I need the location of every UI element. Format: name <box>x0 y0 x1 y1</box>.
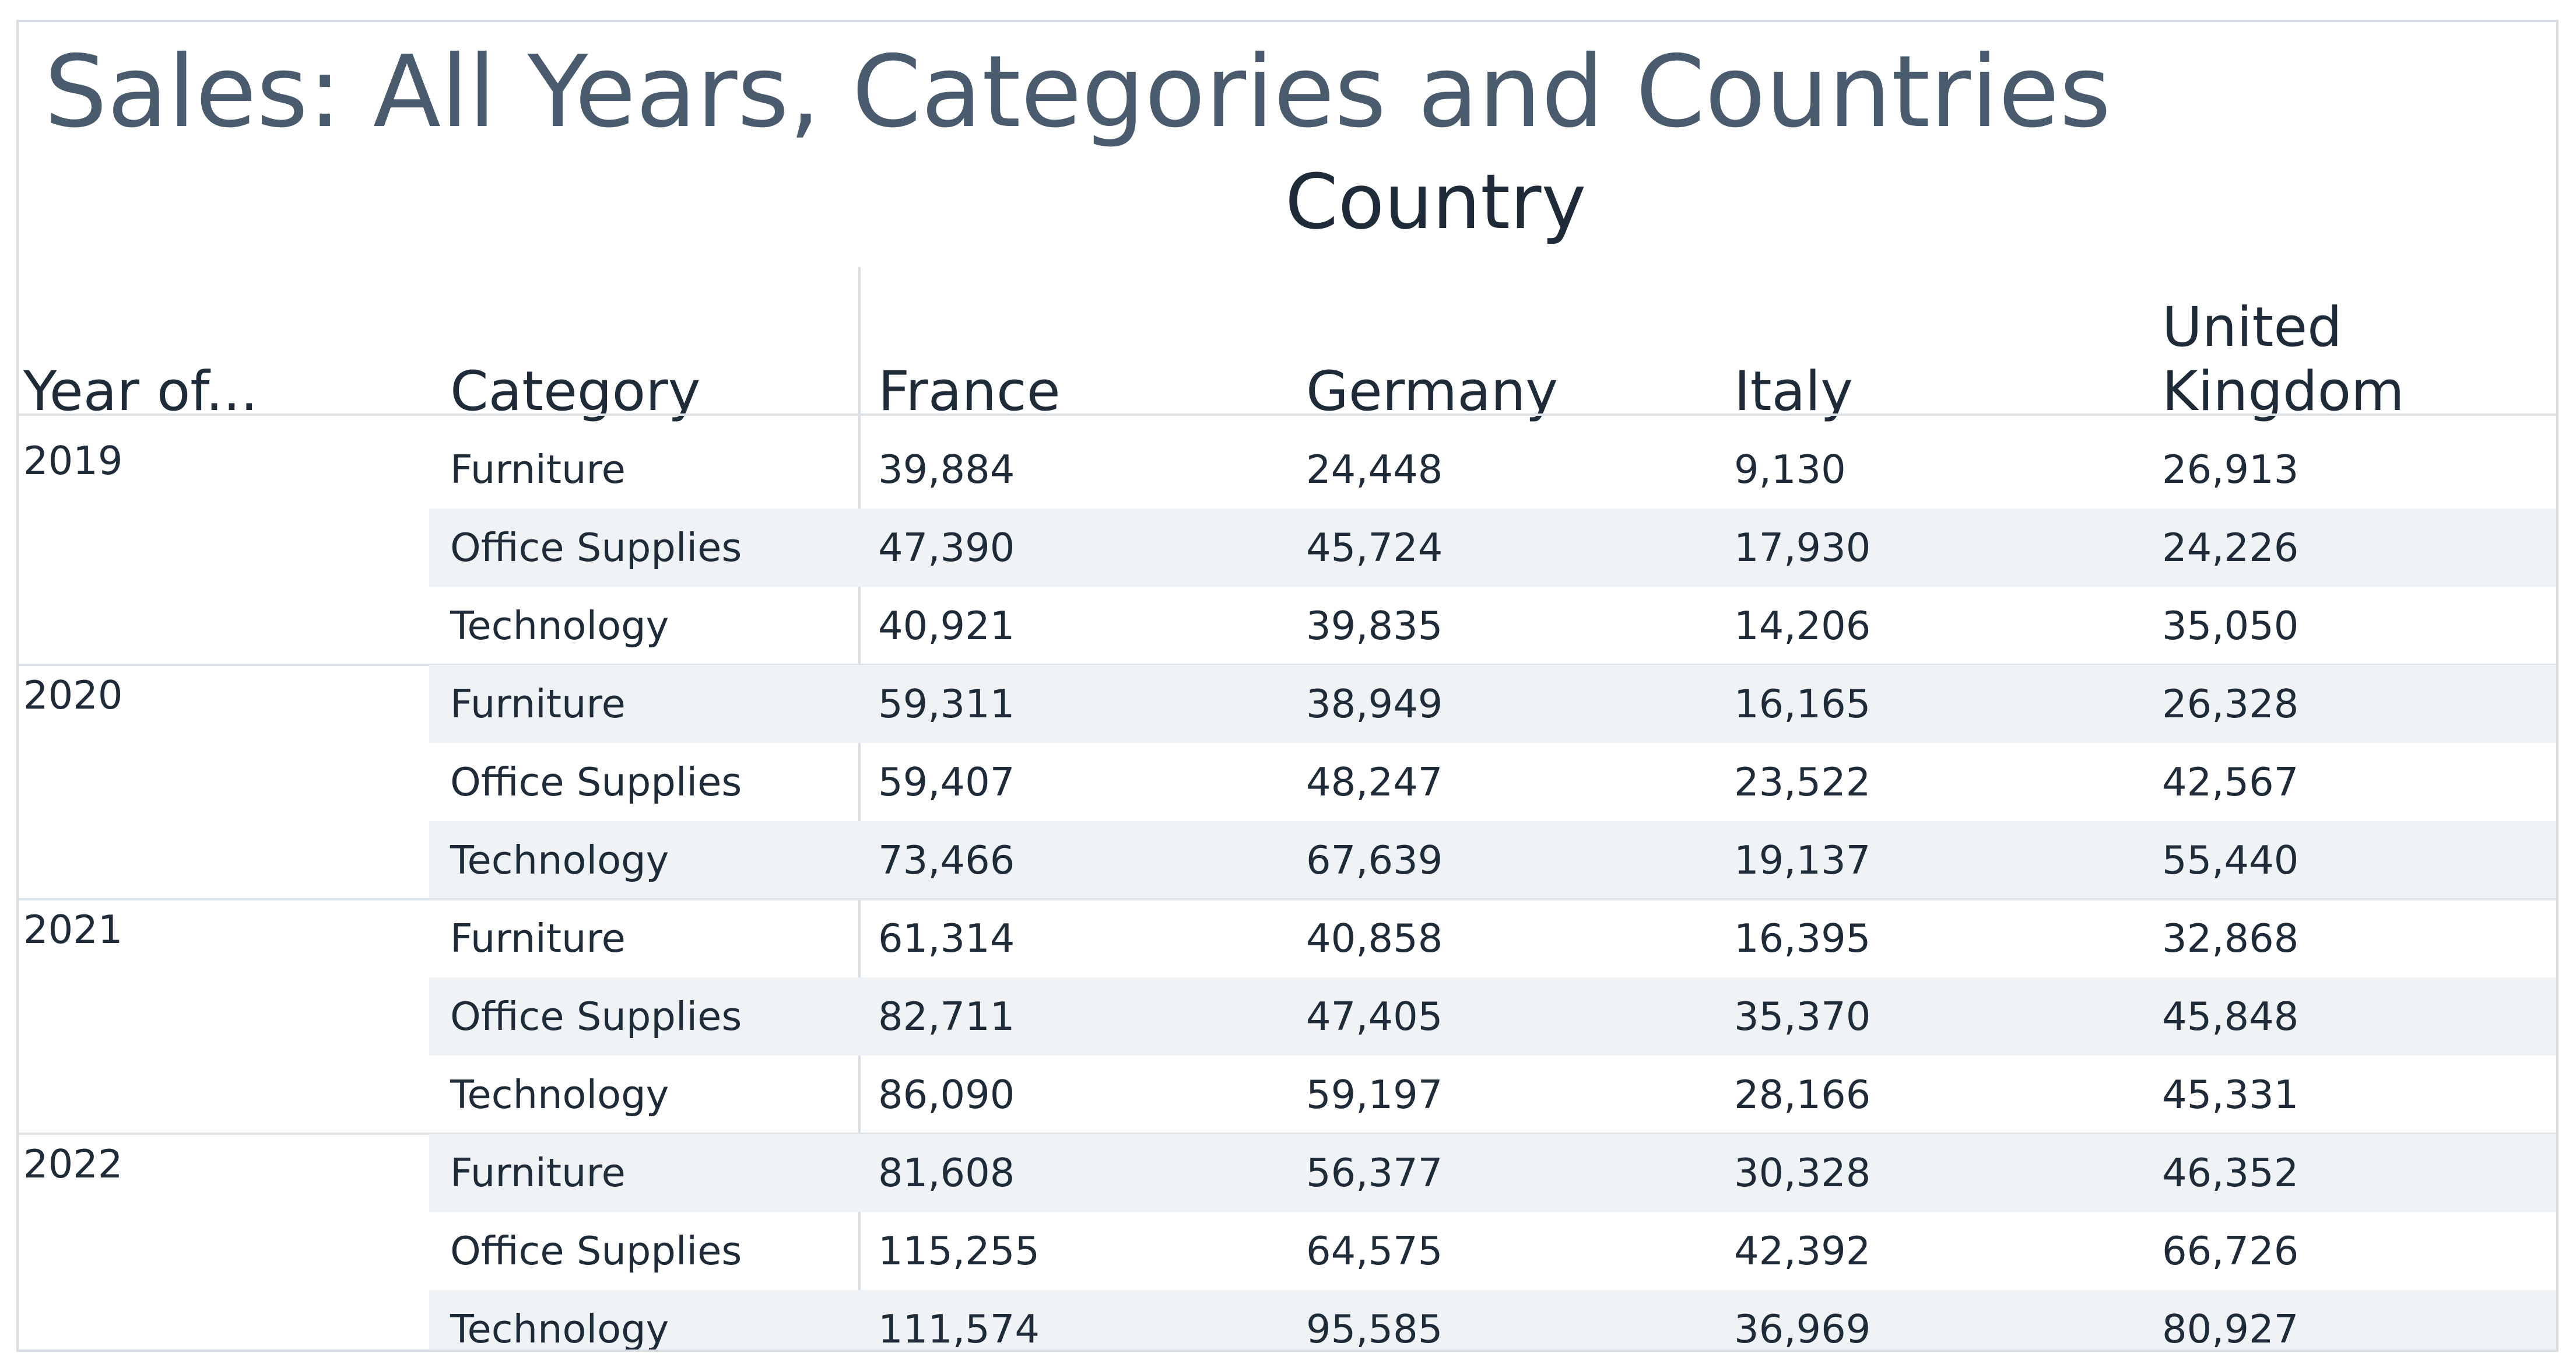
value-cell: 47,390 <box>878 525 1015 570</box>
value-cell: 16,395 <box>1734 916 1871 961</box>
value-cell: 24,448 <box>1306 447 1443 492</box>
year-label: 2021 <box>23 907 123 952</box>
category-cell: Technology <box>450 603 669 649</box>
value-cell: 59,407 <box>878 759 1015 805</box>
value-cell: 111,574 <box>878 1306 1040 1352</box>
category-cell: Furniture <box>450 681 626 727</box>
value-cell: 39,835 <box>1306 603 1443 649</box>
header-rule <box>19 413 2556 416</box>
value-cell: 80,927 <box>2162 1306 2299 1352</box>
value-cell: 32,868 <box>2162 916 2299 961</box>
row-band <box>429 977 2556 1056</box>
value-cell: 67,639 <box>1306 837 1443 883</box>
value-cell: 40,858 <box>1306 916 1443 961</box>
category-cell: Technology <box>450 1072 669 1117</box>
column-group-header: Country <box>1285 157 1587 246</box>
category-cell: Office Supplies <box>450 525 742 570</box>
year-label: 2022 <box>23 1141 123 1187</box>
value-cell: 23,522 <box>1734 759 1871 805</box>
country-header-germany: Germany <box>1306 360 1559 423</box>
row-band <box>429 665 2556 743</box>
category-cell: Technology <box>450 1306 669 1352</box>
value-cell: 81,608 <box>878 1150 1015 1196</box>
value-cell: 26,328 <box>2162 681 2299 727</box>
value-cell: 45,724 <box>1306 525 1443 570</box>
value-cell: 35,370 <box>1734 994 1871 1039</box>
value-cell: 36,969 <box>1734 1306 1871 1352</box>
value-cell: 82,711 <box>878 994 1015 1039</box>
pane-divider <box>858 267 861 1350</box>
category-cell: Office Supplies <box>450 1228 742 1274</box>
value-cell: 45,331 <box>2162 1072 2299 1117</box>
value-cell: 86,090 <box>878 1072 1015 1117</box>
value-cell: 30,328 <box>1734 1150 1871 1196</box>
row-band <box>429 821 2556 899</box>
value-cell: 42,392 <box>1734 1228 1871 1274</box>
country-header-italy: Italy <box>1734 360 1853 423</box>
value-cell: 38,949 <box>1306 681 1443 727</box>
country-header-france: France <box>878 360 1061 423</box>
value-cell: 59,311 <box>878 681 1015 727</box>
value-cell: 48,247 <box>1306 759 1443 805</box>
page-title: Sales: All Years, Categories and Countri… <box>44 34 2111 150</box>
value-cell: 95,585 <box>1306 1306 1443 1352</box>
row-band <box>429 1290 2556 1350</box>
year-label: 2020 <box>23 672 123 718</box>
category-cell: Furniture <box>450 1150 626 1196</box>
year-column-header: Year of... <box>23 360 258 423</box>
value-cell: 28,166 <box>1734 1072 1871 1117</box>
row-band <box>429 509 2556 587</box>
value-cell: 40,921 <box>878 603 1015 649</box>
value-cell: 55,440 <box>2162 837 2299 883</box>
value-cell: 64,575 <box>1306 1228 1443 1274</box>
country-header-united-kingdom-line-1: United <box>2162 296 2342 359</box>
value-cell: 24,226 <box>2162 525 2299 570</box>
country-header-united-kingdom-line-2: Kingdom <box>2162 360 2405 423</box>
value-cell: 61,314 <box>878 916 1015 961</box>
row-band <box>429 1134 2556 1212</box>
category-column-header: Category <box>450 360 701 423</box>
sales-crosstab: Sales: All Years, Categories and Countri… <box>16 20 2559 1352</box>
value-cell: 39,884 <box>878 447 1015 492</box>
year-label: 2019 <box>23 438 123 483</box>
value-cell: 46,352 <box>2162 1150 2299 1196</box>
category-cell: Office Supplies <box>450 759 742 805</box>
value-cell: 56,377 <box>1306 1150 1443 1196</box>
value-cell: 73,466 <box>878 837 1015 883</box>
value-cell: 115,255 <box>878 1228 1040 1274</box>
value-cell: 17,930 <box>1734 525 1871 570</box>
value-cell: 35,050 <box>2162 603 2299 649</box>
value-cell: 66,726 <box>2162 1228 2299 1274</box>
category-cell: Furniture <box>450 447 626 492</box>
value-cell: 14,206 <box>1734 603 1871 649</box>
value-cell: 59,197 <box>1306 1072 1443 1117</box>
value-cell: 45,848 <box>2162 994 2299 1039</box>
value-cell: 42,567 <box>2162 759 2299 805</box>
value-cell: 47,405 <box>1306 994 1443 1039</box>
category-cell: Technology <box>450 837 669 883</box>
value-cell: 16,165 <box>1734 681 1871 727</box>
value-cell: 26,913 <box>2162 447 2299 492</box>
category-cell: Office Supplies <box>450 994 742 1039</box>
value-cell: 19,137 <box>1734 837 1871 883</box>
value-cell: 9,130 <box>1734 447 1846 492</box>
year-group-rule <box>19 898 2556 900</box>
category-cell: Furniture <box>450 916 626 961</box>
